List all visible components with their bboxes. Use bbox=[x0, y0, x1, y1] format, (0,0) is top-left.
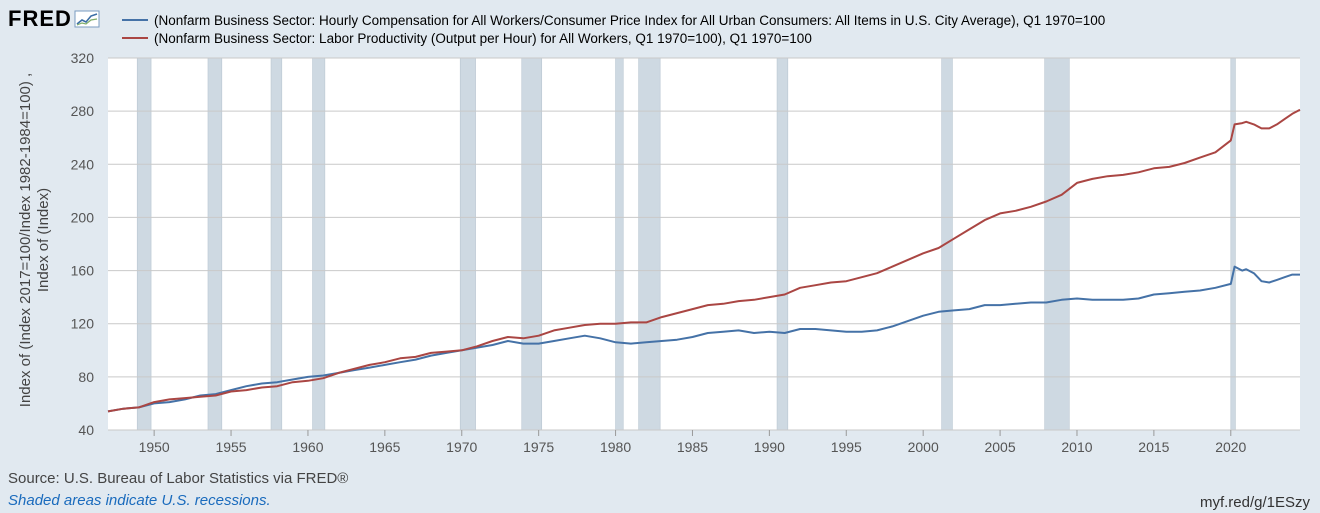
source-note: Source: U.S. Bureau of Labor Statistics … bbox=[8, 470, 349, 487]
legend-label-compensation: (Nonfarm Business Sector: Hourly Compens… bbox=[154, 12, 1106, 28]
recession-band-4 bbox=[459, 57, 476, 431]
legend-item-compensation[interactable]: (Nonfarm Business Sector: Hourly Compens… bbox=[122, 11, 1105, 29]
series-lines bbox=[107, 108, 1301, 413]
recession-band-11 bbox=[1230, 57, 1236, 431]
y-tick-label-40: 40 bbox=[78, 422, 94, 438]
recession-band-6 bbox=[615, 57, 624, 431]
y-tick-label-320: 320 bbox=[71, 50, 95, 66]
recession-band-7 bbox=[638, 57, 661, 431]
recession-band-8 bbox=[776, 57, 789, 431]
y-tick-label-120: 120 bbox=[71, 316, 95, 332]
y-axis-label: Index of (Index 2017=100/Index 1982-1984… bbox=[17, 73, 52, 407]
fred-logo[interactable]: FRED bbox=[8, 6, 100, 32]
recession-band-0 bbox=[136, 57, 152, 431]
series-line-compensation bbox=[107, 265, 1300, 413]
legend-label-productivity: (Nonfarm Business Sector: Labor Producti… bbox=[154, 30, 812, 46]
recession-note: Shaded areas indicate U.S. recessions. bbox=[8, 492, 271, 509]
y-tick-label-200: 200 bbox=[71, 209, 95, 225]
legend-swatch-productivity bbox=[122, 37, 148, 39]
gridlines bbox=[108, 57, 1300, 431]
x-tick-label-1955: 1955 bbox=[215, 439, 246, 455]
recession-band-5 bbox=[521, 57, 543, 431]
fred-logo-text: FRED bbox=[8, 6, 72, 31]
x-tick-label-2000: 2000 bbox=[908, 439, 939, 455]
x-tick-label-2010: 2010 bbox=[1061, 439, 1092, 455]
y-tick-label-280: 280 bbox=[71, 103, 95, 119]
x-tick-label-1975: 1975 bbox=[523, 439, 554, 455]
series-line-productivity bbox=[107, 108, 1301, 413]
x-tick-label-1985: 1985 bbox=[677, 439, 708, 455]
x-tick-label-1980: 1980 bbox=[600, 439, 631, 455]
x-tick-label-2005: 2005 bbox=[984, 439, 1015, 455]
chart-legend: (Nonfarm Business Sector: Hourly Compens… bbox=[122, 11, 1105, 47]
y-tick-label-160: 160 bbox=[71, 263, 95, 279]
recession-shading bbox=[136, 57, 1236, 431]
x-tick-label-1950: 1950 bbox=[139, 439, 170, 455]
y-tick-label-240: 240 bbox=[71, 156, 95, 172]
x-tick-label-1965: 1965 bbox=[369, 439, 400, 455]
legend-swatch-compensation bbox=[122, 19, 148, 21]
x-tick-label-1995: 1995 bbox=[831, 439, 862, 455]
recession-band-1 bbox=[207, 57, 223, 431]
short-url-link[interactable]: myf.red/g/1ESzy bbox=[1199, 494, 1310, 511]
x-tick-label-1960: 1960 bbox=[292, 439, 323, 455]
x-tick-label-2020: 2020 bbox=[1215, 439, 1246, 455]
legend-item-productivity[interactable]: (Nonfarm Business Sector: Labor Producti… bbox=[122, 29, 1105, 47]
x-axis-ticks: 1950 1955 1960 1965 1970 1975 1980 1985 1990 1995… bbox=[139, 430, 1247, 455]
plot-background bbox=[108, 58, 1300, 430]
recession-band-2 bbox=[270, 57, 283, 431]
x-tick-label-1990: 1990 bbox=[754, 439, 785, 455]
y-axis-ticks: 40 80 120 160 200 240 280 320 bbox=[71, 50, 95, 438]
y-tick-label-80: 80 bbox=[78, 369, 94, 385]
x-tick-label-1970: 1970 bbox=[446, 439, 477, 455]
recession-band-10 bbox=[1044, 57, 1070, 431]
fred-chart-icon bbox=[74, 10, 100, 28]
recession-band-3 bbox=[312, 57, 326, 431]
x-tick-label-2015: 2015 bbox=[1138, 439, 1169, 455]
